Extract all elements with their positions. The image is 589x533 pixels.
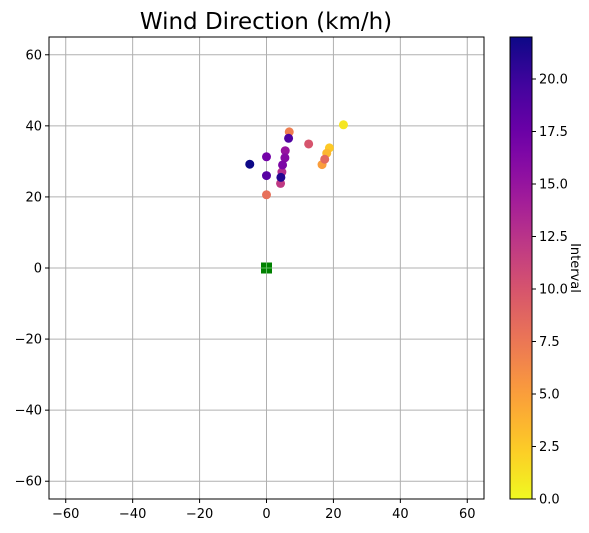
chart-title: Wind Direction (km/h) [140,9,392,35]
y-tick-label: 60 [25,48,42,63]
y-tick-label: −20 [15,333,42,348]
data-point [278,160,288,170]
colorbar-tick-label: 15.0 [539,178,568,193]
colorbar-tick-label: 7.5 [539,335,560,350]
y-tick-label: 20 [25,190,42,205]
x-tick-label: 0 [262,507,270,522]
data-point [280,146,290,156]
colorbar-tick-label: 2.5 [539,440,560,455]
colorbar-label: Interval [567,243,582,293]
data-point [245,159,255,169]
y-tick-label: 0 [34,262,42,277]
x-tick-label: −60 [52,507,79,522]
x-tick-label: −40 [119,507,146,522]
data-point [276,172,286,182]
colorbar-tick-label: 0.0 [539,493,560,508]
data-point [262,190,271,200]
y-tick-label: −60 [15,475,42,490]
x-tick-label: 40 [392,507,409,522]
data-point [304,139,314,149]
colorbar-tick-label: 5.0 [539,388,560,403]
plot-area [48,36,485,500]
colorbar-ticks: 0.0 2.5 5.0 7.5 10.0 12.5 15.0 17.5 20.0 [532,73,568,508]
data-point [280,153,290,163]
x-axis: −60 −40 −20 0 20 40 60 [52,499,476,522]
colorbar-tick-label: 10.0 [539,283,568,298]
y-tick-label: 40 [25,119,42,134]
x-tick-label: 20 [325,507,342,522]
data-point [284,133,294,143]
colorbar-tick-label: 20.0 [539,73,568,88]
data-points [245,120,348,274]
data-point [338,120,348,130]
x-tick-label: −20 [186,507,213,522]
x-tick-label: 60 [459,507,476,522]
colorbar: 0.0 2.5 5.0 7.5 10.0 12.5 15.0 17.5 20.0 Interva… [509,36,582,508]
data-point [262,171,271,181]
data-point [320,154,330,164]
colorbar-tick-label: 17.5 [539,125,568,140]
colorbar-tick-label: 12.5 [539,230,568,245]
data-point [262,152,271,162]
y-axis: −60 −40 −20 0 20 40 60 [15,48,49,490]
y-tick-label: −40 [15,404,42,419]
colorbar-gradient [509,36,533,500]
